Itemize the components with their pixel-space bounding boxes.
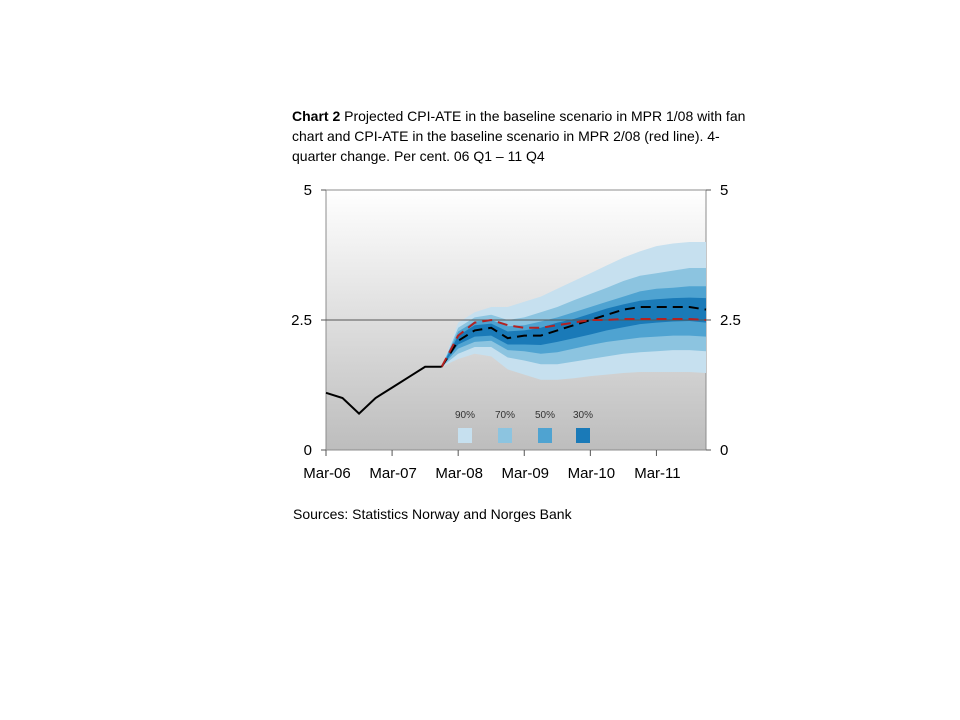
chart-title-text: Projected CPI-ATE in the baseline scenar… [292, 108, 746, 164]
x-tick-label: Mar-11 [634, 465, 680, 482]
x-tick-label: Mar-09 [502, 465, 550, 482]
y-tick-label-right: 0 [720, 442, 728, 459]
legend-label: 30% [573, 410, 593, 421]
series-mpr-1-08-dashed [440, 306, 707, 368]
y-tick-label-right: 5 [720, 182, 728, 199]
y-tick-label-left: 5 [304, 182, 312, 199]
legend-swatch [538, 428, 552, 443]
fan-legend: 90% 70% 50% 30% [455, 410, 593, 443]
chart-title: Chart 2 Projected CPI-ATE in the baselin… [292, 106, 762, 166]
axes: 0 0 2.5 2.5 5 5 Mar-06 Mar-07 Mar-08 Mar-09 Mar-10… [291, 182, 741, 482]
x-tick-label: Mar-10 [568, 465, 616, 482]
fan-band-p30 [441, 297, 706, 367]
y-tick-label-left: 2.5 [291, 312, 312, 329]
y-tick-label-left: 0 [304, 442, 312, 459]
legend-swatch [576, 428, 590, 443]
legend-label: 50% [535, 410, 555, 421]
legend-swatch [498, 428, 512, 443]
x-tick-label: Mar-08 [435, 465, 483, 482]
x-tick-label: Mar-06 [303, 465, 351, 482]
lines [325, 306, 707, 415]
series-history [325, 365, 442, 415]
legend-label: 90% [455, 410, 475, 421]
series-mpr-2-08-red-dashed [440, 317, 707, 368]
chart-title-bold: Chart 2 [292, 108, 341, 124]
x-tick-label: Mar-07 [369, 465, 417, 482]
legend-label: 70% [495, 410, 515, 421]
source-note: Sources: Statistics Norway and Norges Ba… [293, 506, 572, 522]
y-tick-label-right: 2.5 [720, 312, 741, 329]
legend-swatch [458, 428, 472, 443]
fan-chart [441, 242, 706, 380]
